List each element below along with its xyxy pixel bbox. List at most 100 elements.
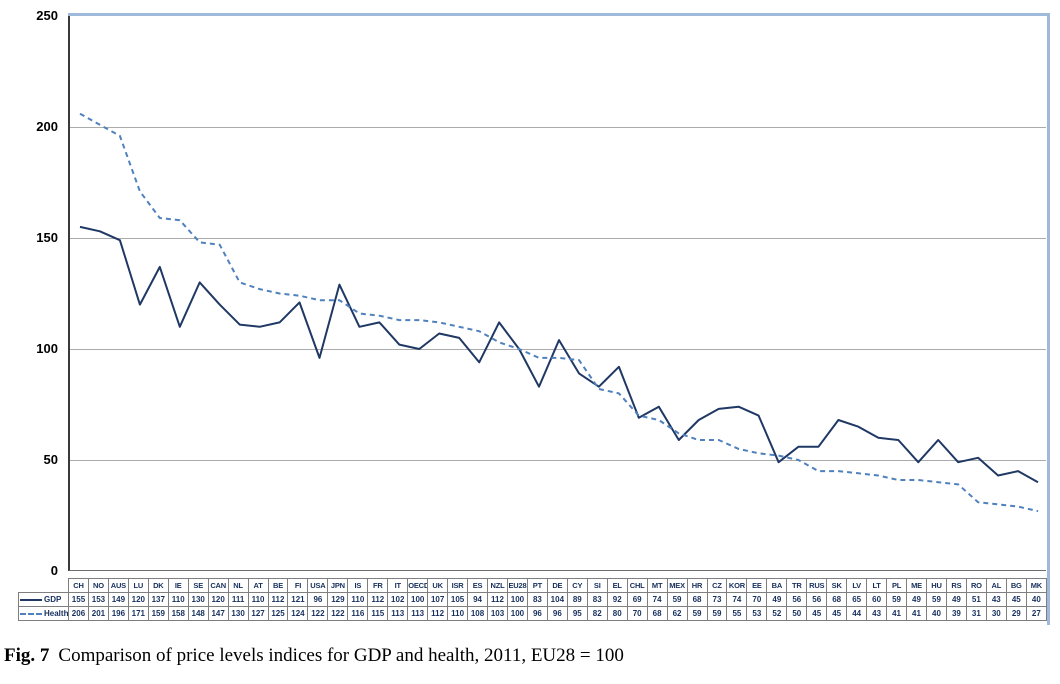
column-header-cell: PL xyxy=(886,578,908,593)
y-tick-label: 100 xyxy=(36,341,58,356)
health-value-cell: 39 xyxy=(945,606,967,621)
health-value-cell: 115 xyxy=(367,606,389,621)
health-value-cell: 148 xyxy=(187,606,209,621)
legend-cell-gdp: GDP xyxy=(18,592,69,607)
legend-health-line-icon xyxy=(20,612,42,615)
column-header-cell: FI xyxy=(287,578,309,593)
column-header-cell: JPN xyxy=(327,578,349,593)
column-header-cell: RO xyxy=(965,578,987,593)
health-value-cell: 171 xyxy=(127,606,149,621)
column-header-cell: UK xyxy=(427,578,449,593)
gdp-value-cell: 105 xyxy=(447,592,469,607)
column-header-cell: NL xyxy=(227,578,249,593)
column-header-cell: MT xyxy=(646,578,668,593)
gdp-value-cell: 96 xyxy=(307,592,329,607)
gdp-value-cell: 102 xyxy=(387,592,409,607)
column-header-cell: CH xyxy=(68,578,89,593)
health-value-cell: 130 xyxy=(227,606,249,621)
y-tick-label: 250 xyxy=(36,8,58,23)
gdp-value-cell: 45 xyxy=(1005,592,1027,607)
gdp-value-cell: 68 xyxy=(686,592,708,607)
column-header-cell: SE xyxy=(187,578,209,593)
health-value-cell: 45 xyxy=(826,606,848,621)
column-header-cell: LV xyxy=(846,578,868,593)
gdp-value-cell: 83 xyxy=(526,592,548,607)
gdp-value-cell: 40 xyxy=(1025,592,1048,607)
column-header-cell: IE xyxy=(167,578,189,593)
legend-cell-health: Health xyxy=(18,606,69,621)
gdp-value-cell: 92 xyxy=(606,592,628,607)
health-value-cell: 53 xyxy=(746,606,768,621)
column-header-cell: CAN xyxy=(207,578,229,593)
gdp-value-cell: 49 xyxy=(906,592,927,607)
gdp-value-cell: 112 xyxy=(367,592,389,607)
gridline xyxy=(70,127,1046,128)
column-header-cell: CY xyxy=(566,578,588,593)
health-value-cell: 44 xyxy=(846,606,868,621)
health-value-cell: 196 xyxy=(107,606,129,621)
column-header-cell: HU xyxy=(925,578,947,593)
health-value-cell: 124 xyxy=(287,606,309,621)
gdp-value-cell: 56 xyxy=(786,592,808,607)
gdp-value-cell: 129 xyxy=(327,592,349,607)
health-value-cell: 41 xyxy=(906,606,927,621)
column-header-cell: NZL xyxy=(487,578,508,593)
gdp-value-cell: 89 xyxy=(566,592,588,607)
column-header-cell: KOR xyxy=(726,578,748,593)
health-value-cell: 158 xyxy=(167,606,189,621)
gdp-value-cell: 120 xyxy=(207,592,229,607)
gdp-value-cell: 83 xyxy=(586,592,608,607)
health-value-cell: 103 xyxy=(487,606,508,621)
column-header-cell: BG xyxy=(1005,578,1027,593)
column-header-cell: EE xyxy=(746,578,768,593)
gridline xyxy=(70,349,1046,350)
figure-label: Fig. 7 xyxy=(4,645,50,666)
column-header-cell: CHL xyxy=(626,578,648,593)
gdp-value-cell: 149 xyxy=(107,592,129,607)
column-header-cell: DE xyxy=(546,578,568,593)
health-value-cell: 201 xyxy=(87,606,109,621)
series-line-gdp xyxy=(79,225,1039,484)
gdp-value-cell: 56 xyxy=(806,592,828,607)
gdp-value-cell: 111 xyxy=(227,592,249,607)
health-value-cell: 108 xyxy=(467,606,489,621)
gdp-value-cell: 155 xyxy=(68,592,89,607)
health-value-cell: 31 xyxy=(965,606,987,621)
gdp-value-cell: 112 xyxy=(267,592,289,607)
gdp-value-cell: 70 xyxy=(746,592,768,607)
table-row-gdp: GDP 155 153 149 120 137 110 130 120 111 110 112 121 9… xyxy=(18,592,1048,607)
health-value-cell: 96 xyxy=(546,606,568,621)
column-header-cell: AT xyxy=(247,578,269,593)
health-value-cell: 52 xyxy=(766,606,788,621)
health-value-cell: 59 xyxy=(686,606,708,621)
health-value-cell: 159 xyxy=(147,606,169,621)
legend-label: Health xyxy=(44,609,69,618)
health-value-cell: 113 xyxy=(407,606,429,621)
column-header-cell: ES xyxy=(467,578,489,593)
series-svg xyxy=(79,112,1039,513)
series-line-health xyxy=(79,112,1039,513)
column-header-cell: CZ xyxy=(706,578,728,593)
gdp-value-cell: 73 xyxy=(706,592,728,607)
health-value-cell: 100 xyxy=(506,606,528,621)
gdp-value-cell: 68 xyxy=(826,592,848,607)
health-value-cell: 110 xyxy=(447,606,469,621)
gdp-value-cell: 100 xyxy=(506,592,528,607)
health-value-cell: 82 xyxy=(586,606,608,621)
y-tick-label: 50 xyxy=(43,452,58,467)
gdp-value-cell: 110 xyxy=(247,592,269,607)
column-header-cell: NO xyxy=(87,578,109,593)
gdp-value-cell: 59 xyxy=(886,592,908,607)
health-value-cell: 125 xyxy=(267,606,289,621)
caption-text: Comparison of price levels indices for G… xyxy=(58,645,624,666)
health-value-cell: 40 xyxy=(925,606,947,621)
gdp-value-cell: 51 xyxy=(965,592,987,607)
gdp-value-cell: 59 xyxy=(666,592,688,607)
plot-area xyxy=(68,16,1046,571)
gdp-value-cell: 69 xyxy=(626,592,648,607)
gdp-value-cell: 110 xyxy=(347,592,369,607)
column-header-cell: DK xyxy=(147,578,169,593)
health-value-cell: 30 xyxy=(985,606,1007,621)
column-header-cell: SI xyxy=(586,578,608,593)
